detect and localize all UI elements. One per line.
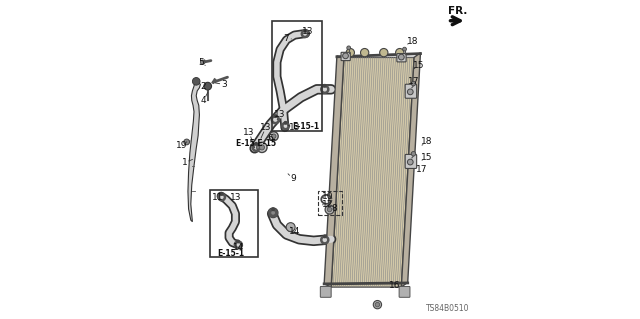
Circle shape <box>237 240 239 243</box>
Circle shape <box>342 53 348 59</box>
Circle shape <box>408 89 413 95</box>
Text: E-15-1: E-15-1 <box>292 122 319 130</box>
Circle shape <box>274 115 276 117</box>
Circle shape <box>360 48 369 57</box>
Text: 13: 13 <box>243 128 255 137</box>
Circle shape <box>347 46 351 50</box>
Circle shape <box>220 193 223 195</box>
Text: E-15 E-15: E-15 E-15 <box>236 139 276 148</box>
Circle shape <box>412 81 416 86</box>
Text: 15: 15 <box>413 61 425 70</box>
Circle shape <box>346 48 355 57</box>
Text: 10: 10 <box>322 192 333 201</box>
Circle shape <box>323 85 326 87</box>
Text: 1: 1 <box>182 158 188 167</box>
Text: 2: 2 <box>201 82 206 91</box>
Circle shape <box>373 300 381 309</box>
Text: 18: 18 <box>407 37 419 46</box>
Text: 13: 13 <box>260 123 271 132</box>
Bar <box>272 21 321 131</box>
Text: 8: 8 <box>332 204 337 213</box>
Circle shape <box>408 159 413 165</box>
Text: 13: 13 <box>289 123 300 132</box>
Circle shape <box>272 208 275 211</box>
Circle shape <box>257 142 267 152</box>
Polygon shape <box>324 56 344 287</box>
Text: 13: 13 <box>275 110 286 119</box>
Text: 4: 4 <box>201 96 206 105</box>
Text: 16: 16 <box>389 281 401 290</box>
Circle shape <box>204 82 212 90</box>
Text: TS84B0510: TS84B0510 <box>426 304 470 313</box>
FancyBboxPatch shape <box>405 84 417 98</box>
FancyBboxPatch shape <box>320 286 331 297</box>
Circle shape <box>269 132 278 141</box>
Text: 3: 3 <box>221 80 227 89</box>
Circle shape <box>286 223 295 232</box>
Circle shape <box>375 302 380 307</box>
Text: FR.: FR. <box>447 6 467 16</box>
Text: 9: 9 <box>290 174 296 183</box>
Circle shape <box>284 122 287 124</box>
Text: 19: 19 <box>177 141 188 150</box>
FancyBboxPatch shape <box>397 54 406 62</box>
Text: 17: 17 <box>416 165 427 174</box>
Text: 13: 13 <box>301 27 313 36</box>
Circle shape <box>200 60 205 64</box>
Circle shape <box>259 145 264 150</box>
Circle shape <box>380 48 388 57</box>
Circle shape <box>193 78 200 85</box>
Circle shape <box>271 211 275 215</box>
Circle shape <box>268 208 278 218</box>
Circle shape <box>396 48 404 57</box>
Text: 14: 14 <box>289 227 300 236</box>
FancyBboxPatch shape <box>405 154 417 168</box>
Text: 18: 18 <box>421 137 433 146</box>
FancyBboxPatch shape <box>399 286 410 297</box>
Text: 5: 5 <box>198 58 204 67</box>
Circle shape <box>412 152 416 156</box>
Text: 7: 7 <box>284 34 289 43</box>
Circle shape <box>403 47 406 51</box>
Text: 13: 13 <box>230 193 241 202</box>
Bar <box>319 191 342 215</box>
Text: 15: 15 <box>421 153 433 162</box>
Text: 11: 11 <box>212 193 223 202</box>
Circle shape <box>184 139 189 145</box>
Circle shape <box>271 134 276 138</box>
Text: 12: 12 <box>323 200 333 209</box>
Polygon shape <box>401 53 420 287</box>
Circle shape <box>323 235 326 238</box>
Bar <box>210 190 258 257</box>
Text: 17: 17 <box>408 77 420 86</box>
Text: 14: 14 <box>233 243 244 252</box>
Text: E-15-1: E-15-1 <box>217 249 244 258</box>
Circle shape <box>304 29 307 32</box>
Circle shape <box>399 54 404 60</box>
FancyBboxPatch shape <box>341 52 350 61</box>
Circle shape <box>255 143 257 145</box>
Polygon shape <box>325 205 334 214</box>
Polygon shape <box>327 207 332 212</box>
Polygon shape <box>188 80 200 222</box>
Text: 6: 6 <box>268 134 273 143</box>
Polygon shape <box>331 57 414 287</box>
